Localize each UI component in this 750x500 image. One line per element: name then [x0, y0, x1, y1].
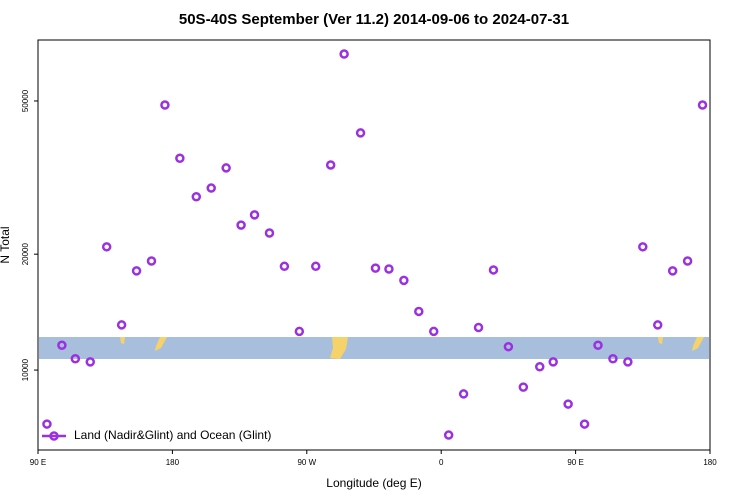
- point: [42, 419, 52, 429]
- point: [697, 100, 708, 110]
- band: [39, 337, 709, 359]
- point: [638, 242, 648, 252]
- point: [116, 320, 127, 330]
- point: [623, 357, 633, 367]
- point: [339, 49, 349, 59]
- point: [249, 210, 260, 220]
- plot-frame: [37, 39, 711, 451]
- x-tick-label: 180: [166, 458, 180, 467]
- legend-label: Land (Nadir&Glint) and Ocean (Glint): [74, 428, 271, 442]
- point: [236, 220, 246, 230]
- land: [120, 337, 704, 359]
- x-tick-label: 90 W: [297, 458, 316, 467]
- y-tick-label: 20000: [21, 243, 30, 266]
- point: [503, 341, 514, 352]
- point: [131, 266, 142, 276]
- point: [85, 357, 96, 367]
- point: [667, 266, 678, 276]
- point: [160, 100, 170, 110]
- point: [652, 320, 663, 330]
- x-axis-label: Longitude (deg E): [326, 476, 421, 490]
- y-tick-label: 50000: [21, 89, 30, 112]
- point: [370, 263, 381, 273]
- point: [311, 261, 321, 272]
- point: [175, 153, 185, 163]
- point: [608, 354, 618, 364]
- point: [384, 264, 394, 274]
- chart-title: 50S-40S September (Ver 11.2) 2014-09-06 …: [179, 11, 569, 28]
- point: [593, 340, 603, 351]
- point: [473, 322, 484, 333]
- point: [682, 256, 693, 266]
- x-tick-label: 0: [439, 458, 444, 467]
- point: [101, 242, 112, 252]
- point: [206, 183, 216, 193]
- y-axis-label: N Total: [0, 226, 12, 263]
- point: [355, 128, 366, 138]
- point: [70, 354, 81, 364]
- point: [548, 357, 558, 367]
- point: [414, 306, 424, 317]
- point: [563, 399, 573, 409]
- point: [191, 191, 202, 202]
- x-tick-label: 90 E: [567, 458, 583, 467]
- point: [325, 160, 336, 170]
- point: [146, 256, 157, 266]
- point: [294, 326, 305, 337]
- point: [488, 265, 499, 275]
- x-tick-label: 90 E: [30, 458, 46, 467]
- x-tick-label: 180: [703, 458, 717, 467]
- point: [535, 362, 545, 372]
- legend-marker: [49, 431, 59, 441]
- point: [399, 275, 409, 286]
- point: [518, 382, 529, 392]
- point: [57, 340, 67, 351]
- point: [579, 419, 590, 429]
- point: [264, 228, 275, 238]
- point: [221, 163, 231, 173]
- point: [458, 389, 469, 399]
- point: [279, 261, 290, 272]
- point: [443, 430, 454, 440]
- point: [428, 326, 439, 337]
- y-tick-label: 10000: [21, 358, 30, 381]
